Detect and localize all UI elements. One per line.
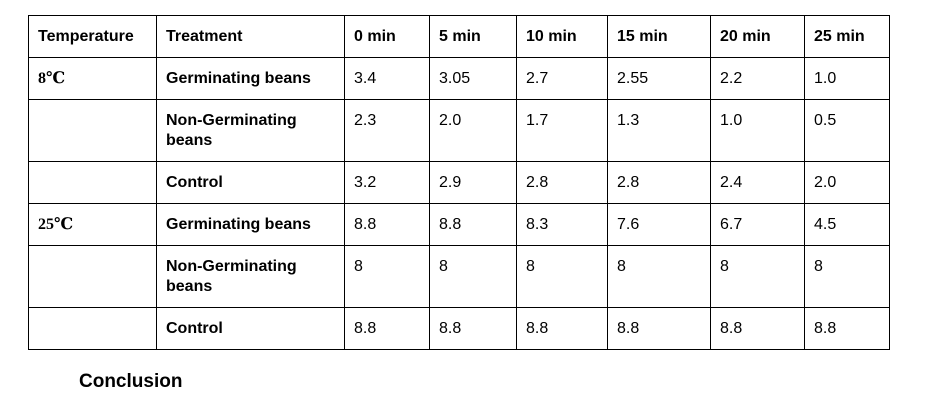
treatment-cell: Non-Germinating beans [156,99,345,162]
value-cell: 8.8 [710,307,805,350]
value-cell: 8.8 [804,307,890,350]
value-cell: 4.5 [804,203,890,246]
value-cell: 2.8 [607,161,711,204]
table-row: Control 8.8 8.8 8.8 8.8 8.8 8.8 [28,307,890,350]
treatment-cell: Germinating beans [156,57,345,100]
temperature-cell [28,99,157,162]
table-row: Non-Germinating beans 2.3 2.0 1.7 1.3 1.… [28,99,890,162]
table-row: 25℃ Germinating beans 8.8 8.8 8.3 7.6 6.… [28,203,890,246]
table-row: 8℃ Germinating beans 3.4 3.05 2.7 2.55 2… [28,57,890,100]
value-cell: 8 [804,245,890,308]
header-cell: 10 min [516,15,608,58]
value-cell: 8.8 [344,203,430,246]
value-cell: 1.0 [710,99,805,162]
header-cell: 15 min [607,15,711,58]
value-cell: 6.7 [710,203,805,246]
value-cell: 8 [429,245,517,308]
temperature-cell [28,245,157,308]
value-cell: 0.5 [804,99,890,162]
treatment-cell: Non-Germinating beans [156,245,345,308]
value-cell: 8.8 [429,307,517,350]
value-cell: 2.7 [516,57,608,100]
temperature-cell [28,307,157,350]
value-cell: 1.7 [516,99,608,162]
value-cell: 8 [710,245,805,308]
value-cell: 2.2 [710,57,805,100]
header-row: Temperature Treatment 0 min 5 min 10 min… [28,15,890,58]
conclusion-heading: Conclusion [79,371,183,392]
value-cell: 2.0 [804,161,890,204]
header-cell: 5 min [429,15,517,58]
value-cell: 8.8 [607,307,711,350]
temperature-cell [28,161,157,204]
header-cell: 0 min [344,15,430,58]
value-cell: 8.3 [516,203,608,246]
value-cell: 2.55 [607,57,711,100]
value-cell: 2.4 [710,161,805,204]
value-cell: 3.05 [429,57,517,100]
header-cell: 20 min [710,15,805,58]
value-cell: 3.4 [344,57,430,100]
header-cell: Temperature [28,15,157,58]
temperature-cell: 8℃ [28,57,157,100]
value-cell: 8 [607,245,711,308]
temperature-cell: 25℃ [28,203,157,246]
header-cell: Treatment [156,15,345,58]
treatment-cell: Control [156,161,345,204]
value-cell: 8.8 [344,307,430,350]
value-cell: 8.8 [516,307,608,350]
treatment-cell: Germinating beans [156,203,345,246]
table-row: Control 3.2 2.9 2.8 2.8 2.4 2.0 [28,161,890,204]
value-cell: 2.9 [429,161,517,204]
treatment-cell: Control [156,307,345,350]
value-cell: 1.0 [804,57,890,100]
value-cell: 8 [344,245,430,308]
value-cell: 2.0 [429,99,517,162]
value-cell: 2.8 [516,161,608,204]
value-cell: 8.8 [429,203,517,246]
header-cell: 25 min [804,15,890,58]
table-row: Non-Germinating beans 8 8 8 8 8 8 [28,245,890,308]
value-cell: 2.3 [344,99,430,162]
value-cell: 8 [516,245,608,308]
value-cell: 7.6 [607,203,711,246]
value-cell: 3.2 [344,161,430,204]
results-table: Temperature Treatment 0 min 5 min 10 min… [28,15,890,350]
value-cell: 1.3 [607,99,711,162]
